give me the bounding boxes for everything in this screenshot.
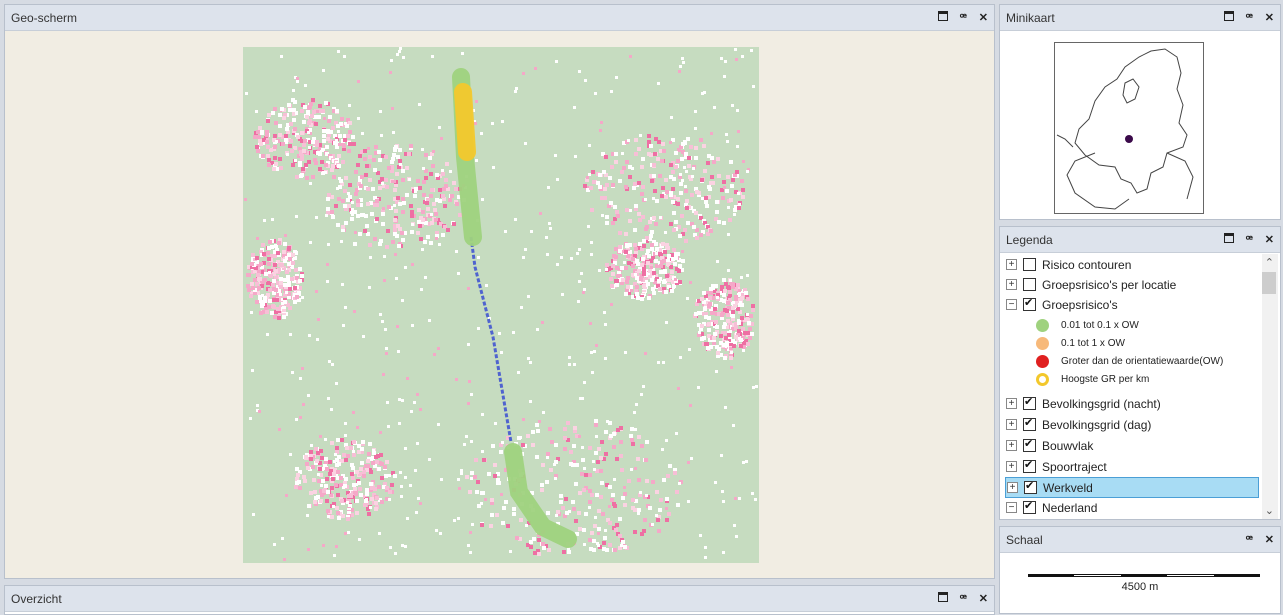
legend-item-bevolkingsgrid-dag[interactable]: + Bevolkingsgrid (dag) [1006,415,1151,434]
legend-item-risico-contouren[interactable]: + Risico contouren [1006,255,1131,274]
legend-item-werkveld[interactable]: + Werkveld [1005,477,1259,498]
schaal-panel: Schaal ꟹ ✕ 4500 m [999,526,1281,614]
scroll-up-icon[interactable]: ⌃ [1264,257,1274,269]
pin-icon[interactable]: ꟹ [1245,233,1253,246]
legend-item-label: Groepsrisico's [1042,297,1118,312]
legend-item-label: Bevolkingsgrid (dag) [1042,417,1152,432]
map-view[interactable] [243,47,759,563]
legend-swatch-row: 0.1 tot 1 x OW [1036,334,1125,352]
maximize-icon[interactable] [937,11,948,24]
legend-item-label: Werkveld [1043,480,1093,495]
netherlands-outline [1056,48,1194,210]
legend-item-groepsrisicos[interactable]: − Groepsrisico's [1006,295,1118,314]
legend-scrollbar[interactable]: ⌃ ⌄ [1262,254,1278,519]
expand-icon[interactable]: + [1006,419,1017,430]
legenda-title: Legenda [1006,232,1053,247]
geo-titlebar: Geo-scherm ꟹ ✕ [5,5,994,31]
maximize-icon[interactable] [937,592,948,605]
close-icon[interactable]: ✕ [1264,233,1274,246]
layer-checkbox[interactable] [1023,458,1036,473]
green-circle-icon [1036,318,1049,332]
swatch-label: 0.01 tot 0.1 x OW [1061,319,1139,331]
close-icon[interactable]: ✕ [1264,11,1274,24]
minikaart-titlebar: Minikaart ꟹ ✕ [1000,5,1280,31]
legend-item-nederland[interactable]: − Nederland [1006,498,1097,517]
swatch-label: Groter dan de orientatiewaarde(OW) [1061,355,1224,367]
legend-item-groepsrisicos-per-locatie[interactable]: + Groepsrisico's per locatie [1006,275,1176,294]
legend-item-label: Groepsrisico's per locatie [1042,277,1177,292]
expand-icon[interactable]: + [1006,461,1017,472]
expand-icon[interactable]: + [1006,398,1017,409]
close-icon[interactable]: ✕ [978,592,988,605]
close-icon[interactable]: ✕ [1264,533,1274,546]
overzicht-panel: Overzicht ꟹ ✕ [4,585,995,615]
layer-checkbox[interactable] [1023,278,1036,291]
orange-circle-icon [1036,336,1049,350]
minikaart-panel: Minikaart ꟹ ✕ [999,4,1281,220]
legend-item-label: Bouwvlak [1042,438,1094,453]
collapse-icon[interactable]: − [1006,502,1017,513]
layer-checkbox[interactable] [1023,296,1036,311]
overzicht-title: Overzicht [11,591,62,606]
close-icon[interactable]: ✕ [978,11,988,24]
swatch-label: 0.1 tot 1 x OW [1061,337,1125,349]
geo-title: Geo-scherm [11,10,78,25]
scale-bar [1028,574,1261,577]
layer-checkbox[interactable] [1023,416,1036,431]
layer-checkbox[interactable] [1023,395,1036,410]
legend-item-label: Nederland [1042,500,1098,515]
railway-track [469,236,513,443]
legend-item-bouwvlak[interactable]: + Bouwvlak [1006,436,1093,455]
maximize-icon[interactable] [1223,233,1234,246]
pin-icon[interactable]: ꟹ [1245,11,1253,24]
expand-icon[interactable]: + [1006,259,1017,270]
schaal-title: Schaal [1006,532,1043,547]
layer-checkbox[interactable] [1023,437,1036,452]
minikaart-title: Minikaart [1006,10,1055,25]
legend-item-label: Spoortraject [1042,459,1107,474]
collapse-icon[interactable]: − [1006,299,1017,310]
scroll-down-icon[interactable]: ⌄ [1264,505,1274,517]
layer-checkbox[interactable] [1023,258,1036,271]
maximize-icon[interactable] [1223,11,1234,24]
map-canvas[interactable] [5,31,994,578]
schaal-titlebar: Schaal ꟹ ✕ [1000,527,1280,553]
scroll-thumb[interactable] [1262,272,1276,294]
pin-icon[interactable]: ꟹ [959,592,967,605]
legend-swatch-row: Hoogste GR per km [1036,370,1149,388]
red-circle-icon [1036,354,1049,368]
yellow-ring-icon [1036,372,1049,386]
legend-item-label: Risico contouren [1042,257,1132,272]
risk-segment-highest [454,83,476,161]
layer-checkbox[interactable] [1023,499,1036,514]
legend-item-label: Bevolkingsgrid (nacht) [1042,396,1161,411]
expand-icon[interactable]: + [1006,279,1017,290]
pin-icon[interactable]: ꟹ [1245,533,1253,546]
expand-icon[interactable]: + [1007,482,1018,493]
expand-icon[interactable]: + [1006,440,1017,451]
risk-segment-south [504,443,577,548]
legenda-panel: Legenda ꟹ ✕ + Risico contouren + Groepsr… [999,226,1281,520]
geo-panel: Geo-scherm ꟹ ✕ [4,4,995,579]
overzicht-titlebar: Overzicht ꟹ ✕ [5,586,994,612]
pin-icon[interactable]: ꟹ [959,11,967,24]
swatch-label: Hoogste GR per km [1061,373,1150,385]
legend-swatch-row: 0.01 tot 0.1 x OW [1036,316,1139,334]
scale-label: 4500 m [1121,581,1159,593]
legend-item-spoortraject[interactable]: + Spoortraject [1006,457,1107,476]
legend-tree[interactable]: + Risico contouren + Groepsrisico's per … [1000,254,1280,519]
layer-checkbox[interactable] [1024,479,1037,494]
location-marker [1125,135,1133,143]
legenda-titlebar: Legenda ꟹ ✕ [1000,227,1280,253]
legend-item-bevolkingsgrid-nacht[interactable]: + Bevolkingsgrid (nacht) [1006,394,1161,413]
minimap[interactable] [1054,42,1204,214]
legend-swatch-row: Groter dan de orientatiewaarde(OW) [1036,352,1223,370]
